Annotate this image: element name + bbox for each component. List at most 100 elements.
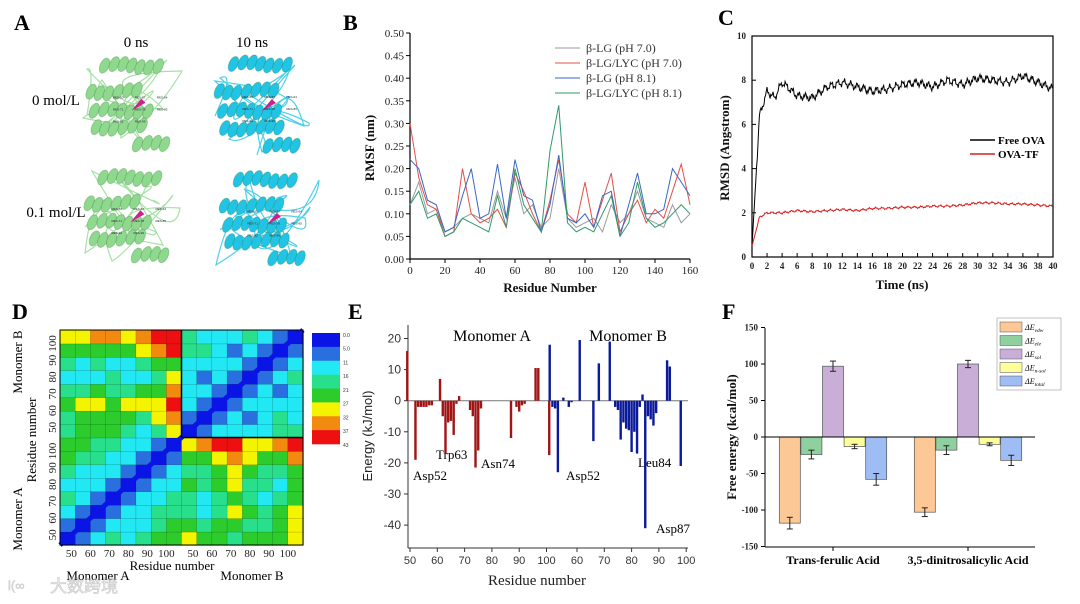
heatmap-cell — [150, 397, 167, 412]
x-axis-label: Residue number — [488, 573, 586, 589]
heatmap-cell — [226, 397, 243, 412]
heatmap-cell — [135, 423, 152, 439]
heatmap-cell — [257, 531, 274, 546]
energy-bar — [523, 400, 526, 404]
protein-structure-image: RES-50 RES-57 RES-64 RES-71 RES-78 RES-85 RES-… — [81, 56, 184, 153]
legend-swatch — [999, 321, 1023, 333]
y-tick-label: 60 — [47, 512, 59, 524]
heatmap-cell — [181, 504, 198, 519]
energy-bar — [414, 400, 417, 460]
y-tick-label: 6 — [742, 119, 747, 129]
heatmap-cell — [287, 343, 304, 358]
heatmap-cell — [75, 437, 92, 452]
heatmap-cell — [287, 423, 304, 439]
colorbar-segment — [312, 402, 340, 417]
y-tick-label: 100 — [745, 359, 759, 369]
helix-segment — [107, 120, 120, 137]
x-tick-label: 140 — [647, 265, 664, 277]
helix-segment — [129, 193, 141, 210]
x-tick-label: 18 — [883, 261, 893, 271]
y-tick-label: 0.40 — [385, 73, 405, 85]
panel-label-d: D — [12, 299, 28, 324]
heatmap-cell — [150, 383, 167, 398]
category-label: 3,5-dinitrosalicylic Acid — [907, 553, 1028, 567]
helix-segment — [88, 102, 101, 119]
heatmap-cell — [272, 531, 289, 546]
energy-bar — [567, 400, 571, 407]
x-tick-label: 38 — [1033, 261, 1043, 271]
panel-label-e: E — [348, 299, 363, 324]
energy-bar — [957, 363, 979, 438]
heatmap-cell — [150, 531, 167, 546]
helix-segment — [100, 196, 113, 213]
legend-swatch — [999, 335, 1023, 346]
heatmap-cell — [211, 531, 228, 546]
x-tick-label: 50 — [187, 548, 199, 560]
ligand-marker — [130, 210, 145, 223]
energy-bar — [553, 400, 557, 409]
heatmap-cell — [211, 517, 228, 533]
heatmap-cell — [105, 343, 122, 358]
panel-label-b: B — [343, 10, 358, 35]
energy-bar — [638, 400, 641, 407]
heatmap-cell — [150, 423, 167, 439]
heatmap-cell — [211, 410, 228, 425]
heatmap-cell — [166, 477, 183, 492]
energy-bar — [534, 368, 537, 401]
heatmap-cell — [196, 491, 213, 506]
residue-label: RES-50 — [112, 207, 123, 211]
annotation-asp52-a: Asp52 — [413, 468, 447, 483]
heatmap-cell — [287, 504, 304, 519]
helix-segment — [240, 83, 253, 100]
residue-label: RES-71 — [242, 107, 253, 111]
energy-bar — [455, 400, 458, 404]
y-tick-label: 100 — [47, 335, 59, 352]
y-tick-label: 70 — [47, 388, 59, 400]
legend-swatch — [999, 348, 1023, 360]
series-line-0 — [751, 72, 1053, 246]
heatmap-cell — [135, 397, 152, 412]
y-tick-label: 8 — [742, 75, 747, 85]
heatmap-cell — [75, 491, 92, 506]
heatmap-cell — [120, 504, 137, 519]
energy-bar — [641, 394, 644, 401]
heatmap-cell — [242, 491, 259, 506]
heatmap-cell — [287, 437, 304, 452]
heatmap-cell — [242, 423, 259, 439]
energy-bar — [616, 400, 620, 411]
helix-segment — [86, 214, 99, 231]
x-tick-label: 60 — [85, 548, 97, 560]
heatmap-cell — [120, 450, 137, 466]
residue-label: RES-92 — [112, 231, 123, 235]
x-tick-label: 80 — [123, 548, 135, 560]
energy-bar — [425, 400, 428, 407]
heatmap-cell — [75, 423, 92, 439]
heatmap-cell — [211, 437, 228, 452]
helix-segment — [221, 216, 234, 233]
energy-bar — [537, 368, 540, 401]
colorbar-label: 5.0 — [343, 347, 350, 353]
ligand-marker — [261, 99, 276, 111]
x-tick-label: 70 — [598, 555, 610, 567]
heatmap-cell — [242, 437, 259, 452]
energy-bar — [913, 436, 936, 513]
energy-bar — [679, 400, 682, 467]
heatmap-cell — [211, 464, 228, 479]
x-tick-label: 90 — [263, 548, 275, 560]
energy-bar — [578, 340, 581, 401]
panel-d-contact-map: Monomer B Residue number Monomer A Resid… — [10, 328, 350, 583]
energy-bar — [515, 400, 518, 407]
panel-label-a: A — [14, 10, 30, 35]
panel-b-rmsf-chart: RMSF (nm) Residue Number 0.00 0.05 0.10 0.1… — [362, 28, 699, 295]
residue-label: RES-92 — [242, 119, 253, 123]
x-tick-label: 50 — [66, 548, 78, 560]
heatmap-cell — [150, 477, 167, 492]
heatmap-cell — [90, 329, 107, 345]
colorbar-segment — [312, 388, 340, 403]
heatmap-cell — [287, 370, 304, 385]
energy-bar — [646, 400, 650, 417]
heatmap-cell — [211, 423, 228, 439]
heatmap-cell — [196, 383, 213, 398]
heatmap-cell — [90, 397, 107, 412]
